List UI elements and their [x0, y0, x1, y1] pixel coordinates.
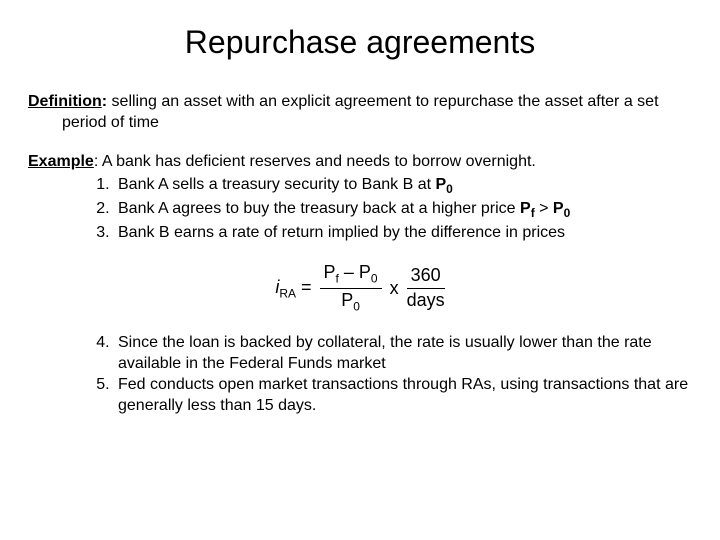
list-item: Fed conducts open market transactions th… [114, 374, 692, 416]
fraction-2: 360 days [407, 266, 445, 311]
times-sign: x [390, 278, 399, 299]
slide-title: Repurchase agreements [28, 24, 692, 61]
sym-sub: RA [279, 287, 296, 301]
definition-block: Definition: selling an asset with an exp… [28, 91, 692, 133]
step-p0: P0 [435, 176, 452, 193]
example-intro-line: Example: A bank has deficient reserves a… [28, 151, 692, 172]
definition-label: Definition [28, 93, 102, 110]
step-text: Bank B earns a rate of return implied by… [118, 224, 565, 241]
sym-p: P [435, 176, 446, 193]
step-text: Bank A sells a treasury security to Bank… [118, 176, 435, 193]
sym-sub: 0 [353, 300, 360, 314]
frac-numerator: Pf – P0 [320, 263, 382, 289]
step-text: Bank A agrees to buy the treasury back a… [118, 200, 520, 217]
list-item: Bank A sells a treasury security to Bank… [114, 174, 692, 198]
frac-denominator: days [407, 289, 445, 311]
formula-lhs: iRA = [275, 277, 311, 301]
sym-p: P [553, 200, 564, 217]
example-block: Example: A bank has deficient reserves a… [28, 151, 692, 243]
fraction-1: Pf – P0 P0 [320, 263, 382, 314]
definition-text: selling an asset with an explicit agreem… [62, 93, 659, 131]
step-text: Fed conducts open market transactions th… [118, 376, 688, 414]
list-item: Bank A agrees to buy the treasury back a… [114, 198, 692, 222]
sym-p: P [359, 262, 371, 282]
step-p0b: P0 [553, 200, 570, 217]
sym-sub: 0 [446, 183, 453, 197]
step-pf: Pf [520, 200, 535, 217]
sym-sub: 0 [371, 272, 378, 286]
slide-root: Repurchase agreements Definition: sellin… [0, 0, 720, 540]
frac-numerator: 360 [407, 266, 445, 289]
step-text: Since the loan is backed by collateral, … [118, 334, 652, 372]
frac-denominator: P0 [341, 289, 360, 314]
example-label: Example [28, 153, 94, 170]
list-item: Bank B earns a rate of return implied by… [114, 222, 692, 243]
dash: – [339, 262, 359, 282]
example-intro: A bank has deficient reserves and needs … [98, 153, 536, 170]
gt-text: > [535, 200, 553, 217]
sym-p: P [520, 200, 531, 217]
formula-block: iRA = Pf – P0 P0 x 360 days [28, 263, 692, 314]
equals: = [296, 277, 312, 297]
sym-p: P [341, 290, 353, 310]
sym-sub: 0 [564, 207, 571, 221]
example-steps-second: Since the loan is backed by collateral, … [28, 332, 692, 416]
example-steps-first: Bank A sells a treasury security to Bank… [28, 174, 692, 243]
list-item: Since the loan is backed by collateral, … [114, 332, 692, 374]
sym-p: P [324, 262, 336, 282]
